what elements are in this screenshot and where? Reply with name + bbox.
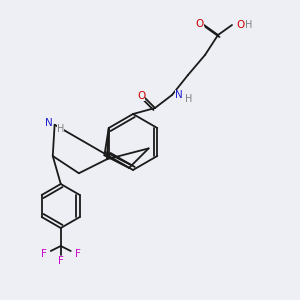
Text: O: O (196, 19, 204, 29)
Text: O: O (236, 20, 244, 30)
Text: N: N (175, 90, 183, 100)
Text: O: O (137, 91, 145, 101)
Text: F: F (75, 249, 81, 259)
Text: H: H (57, 124, 64, 134)
Text: F: F (41, 249, 47, 259)
Text: H: H (185, 94, 192, 104)
Text: H: H (245, 20, 252, 30)
Text: F: F (58, 256, 64, 266)
Text: N: N (45, 118, 52, 128)
